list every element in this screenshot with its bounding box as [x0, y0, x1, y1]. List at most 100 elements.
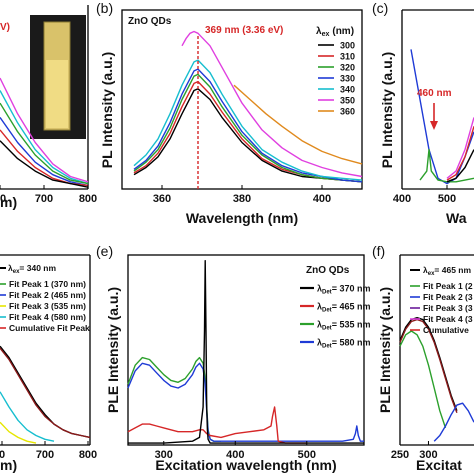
panel-c-series: [410, 49, 474, 185]
panel-a-photo-liquid: [46, 60, 68, 128]
panel-a-series-4: [0, 116, 89, 187]
panel-a-xtick-label: 00: [0, 193, 6, 205]
panel-legend-label: Fit Peak 3 (535 nm): [9, 301, 86, 311]
panel-c-annotation: 460 nm: [417, 88, 452, 99]
panel-f-ticks: 250 300: [391, 441, 438, 461]
panel-b-inner-title: ZnO QDs: [128, 16, 172, 27]
panel-b-series-320: [133, 73, 363, 183]
panel-e-series-3: [127, 406, 307, 444]
panel-b-xtick-label: 360: [153, 193, 171, 205]
panel-f-series-2: [399, 318, 458, 413]
panel-d-legend: λex= 340 nm Fit Peak 1 (370 nm)Fit Peak …: [0, 263, 90, 333]
panel-legend-label: Fit Peak 1 (2: [423, 281, 473, 291]
panel-b-series-330: [133, 68, 363, 183]
panel-b-legend-label-300: 300: [340, 41, 355, 51]
panel-b-legend-title-sub: ex: [322, 31, 330, 38]
panel-a-ticks: 00 700 800: [0, 185, 97, 205]
panel-e-inner-title: ZnO QDs: [306, 265, 350, 276]
panel-c-xtick-label: 400: [393, 193, 411, 205]
panel-b-legend-label-320: 320: [340, 63, 355, 73]
panel-legend-label: Fit Peak 3 (3: [423, 303, 473, 313]
panel-b-legend-unit: (nm): [332, 26, 354, 37]
panel-c-xtick-label: 500: [438, 193, 456, 205]
panel-b-legend-label-330: 330: [340, 74, 355, 84]
panel-c-series-3: [446, 126, 474, 181]
panel-c-ylabel: PL Intensity (a.u.): [379, 52, 395, 168]
panel-d: 0 700 800 λex= 340 nm Fit Peak 1 (370 nm)F…: [0, 254, 97, 473]
panel-e-legend: λDet= 370 nm λDet= 465 nm λDet= 535 nm λDet…: [300, 284, 370, 350]
panel-legend-label: Fit Peak 2 (465 nm): [9, 290, 86, 300]
panel-a-xtick-label: 800: [79, 193, 97, 205]
panel-e-legend-label: λDet= 465 nm: [317, 302, 370, 314]
panel-b-label: (b): [96, 0, 113, 16]
panel-b-series: [133, 30, 363, 189]
panel-e-frame: [127, 254, 365, 446]
panel-e-legend-label: λDet= 370 nm: [317, 284, 370, 296]
panel-c-label: (c): [372, 0, 388, 16]
panel-c-ticks: 400 500: [393, 185, 456, 205]
panel-c-series-1: [410, 49, 474, 185]
panel-e-ylabel: PLE Intensity (a.u.): [105, 287, 121, 413]
panel-b-legend-label-340: 340: [340, 85, 355, 95]
panel-b-xtick-label: 400: [313, 193, 331, 205]
panel-f-xtick-label: 250: [391, 449, 409, 461]
panel-d-xtick-label: 700: [36, 449, 54, 461]
panel-f-ylabel: PLE Intensity (a.u.): [377, 287, 393, 413]
panel-e-ticks: 300 400 500: [155, 441, 316, 461]
panel-e: (e) 300 400 500 ZnO QDs λDet= 370 nmλDet= …: [96, 243, 370, 473]
panel-b-legend-label-350: 350: [340, 96, 355, 106]
panel-d-xtick-label: 0: [0, 449, 5, 461]
panel-f-label: (f): [372, 243, 385, 259]
panel-e-legend-label: λDet= 535 nm: [317, 320, 370, 332]
panel-a-plot: 00 700 800: [0, 5, 97, 205]
panel-d-ticks: 0 700 800: [0, 441, 97, 461]
panel-b-series-360: [233, 84, 363, 165]
panel-b-annotation: 369 nm (3.36 eV): [205, 25, 283, 36]
panel-c-arrow: [430, 103, 438, 130]
panel-f-legend-ex: λex= 465 nm: [423, 265, 471, 277]
panel-b-series-300: [133, 88, 363, 183]
panel-b-legend-label-310: 310: [340, 52, 355, 62]
panel-legend-label: Fit Peak 1 (370 nm): [9, 279, 86, 289]
panel-a: 00 700 800 V) m): [0, 5, 97, 210]
panel-b: (b) 360 380 400 ZnO QDs 369 nm (3.36 eV) λ…: [96, 0, 363, 226]
panel-legend-label: Cumulative Fit Peak: [9, 323, 90, 333]
panel-e-series: [127, 260, 364, 444]
panel-f-xtick-label: 300: [419, 449, 437, 461]
panel-f-series: [399, 317, 474, 442]
panel-a-series: [0, 77, 89, 188]
panel-d-series: [0, 345, 91, 444]
panel-e-legend-label: λDet= 580 nm: [317, 338, 370, 350]
panel-b-series-350: [181, 30, 363, 178]
panel-e-xtick-label: 500: [298, 449, 316, 461]
panel-a-series-1: [0, 77, 89, 183]
panel-f-series-3: [399, 330, 447, 429]
panel-f-series-4: [433, 402, 474, 442]
panel-c-series-2: [419, 148, 474, 183]
panel-a-series-6: [0, 140, 89, 188]
panel-b-legend-title: λex (nm): [316, 26, 354, 38]
panel-d-legend-entries: Fit Peak 1 (370 nm)Fit Peak 2 (465 nm)Fi…: [0, 279, 90, 333]
panel-a-xtick-label: 700: [35, 193, 53, 205]
panel-e-label: (e): [96, 243, 113, 259]
panel-a-annotation: V): [0, 22, 10, 33]
panel-c-xlabel: Wa: [446, 210, 467, 226]
panel-b-series-340: [133, 59, 363, 181]
panel-c-series-5: [446, 117, 474, 179]
panel-e-xtick-label: 400: [226, 449, 244, 461]
panel-d-series-3: [0, 391, 55, 442]
panel-legend-label: Fit Peak 4 (580 nm): [9, 312, 86, 322]
panel-b-legend-label-360: 360: [340, 107, 355, 117]
panel-legend-label: Fit Peak 4 (3: [423, 314, 473, 324]
panel-c: (c) 400 500 460 nm Wa PL Intensity (a.u.): [372, 0, 474, 226]
panel-e-xlabel: Excitation wavelength (nm): [155, 457, 336, 473]
panel-b-xlabel: Wavelength (nm): [186, 210, 298, 226]
panel-legend-label: Fit Peak 2 (3: [423, 292, 473, 302]
panel-b-ylabel: PL Intensity (a.u.): [99, 52, 115, 168]
panel-d-legend-ex: λex= 340 nm: [8, 263, 56, 275]
panel-a-series-3: [0, 102, 89, 185]
panel-b-ticks: 360 380 400: [153, 185, 331, 205]
